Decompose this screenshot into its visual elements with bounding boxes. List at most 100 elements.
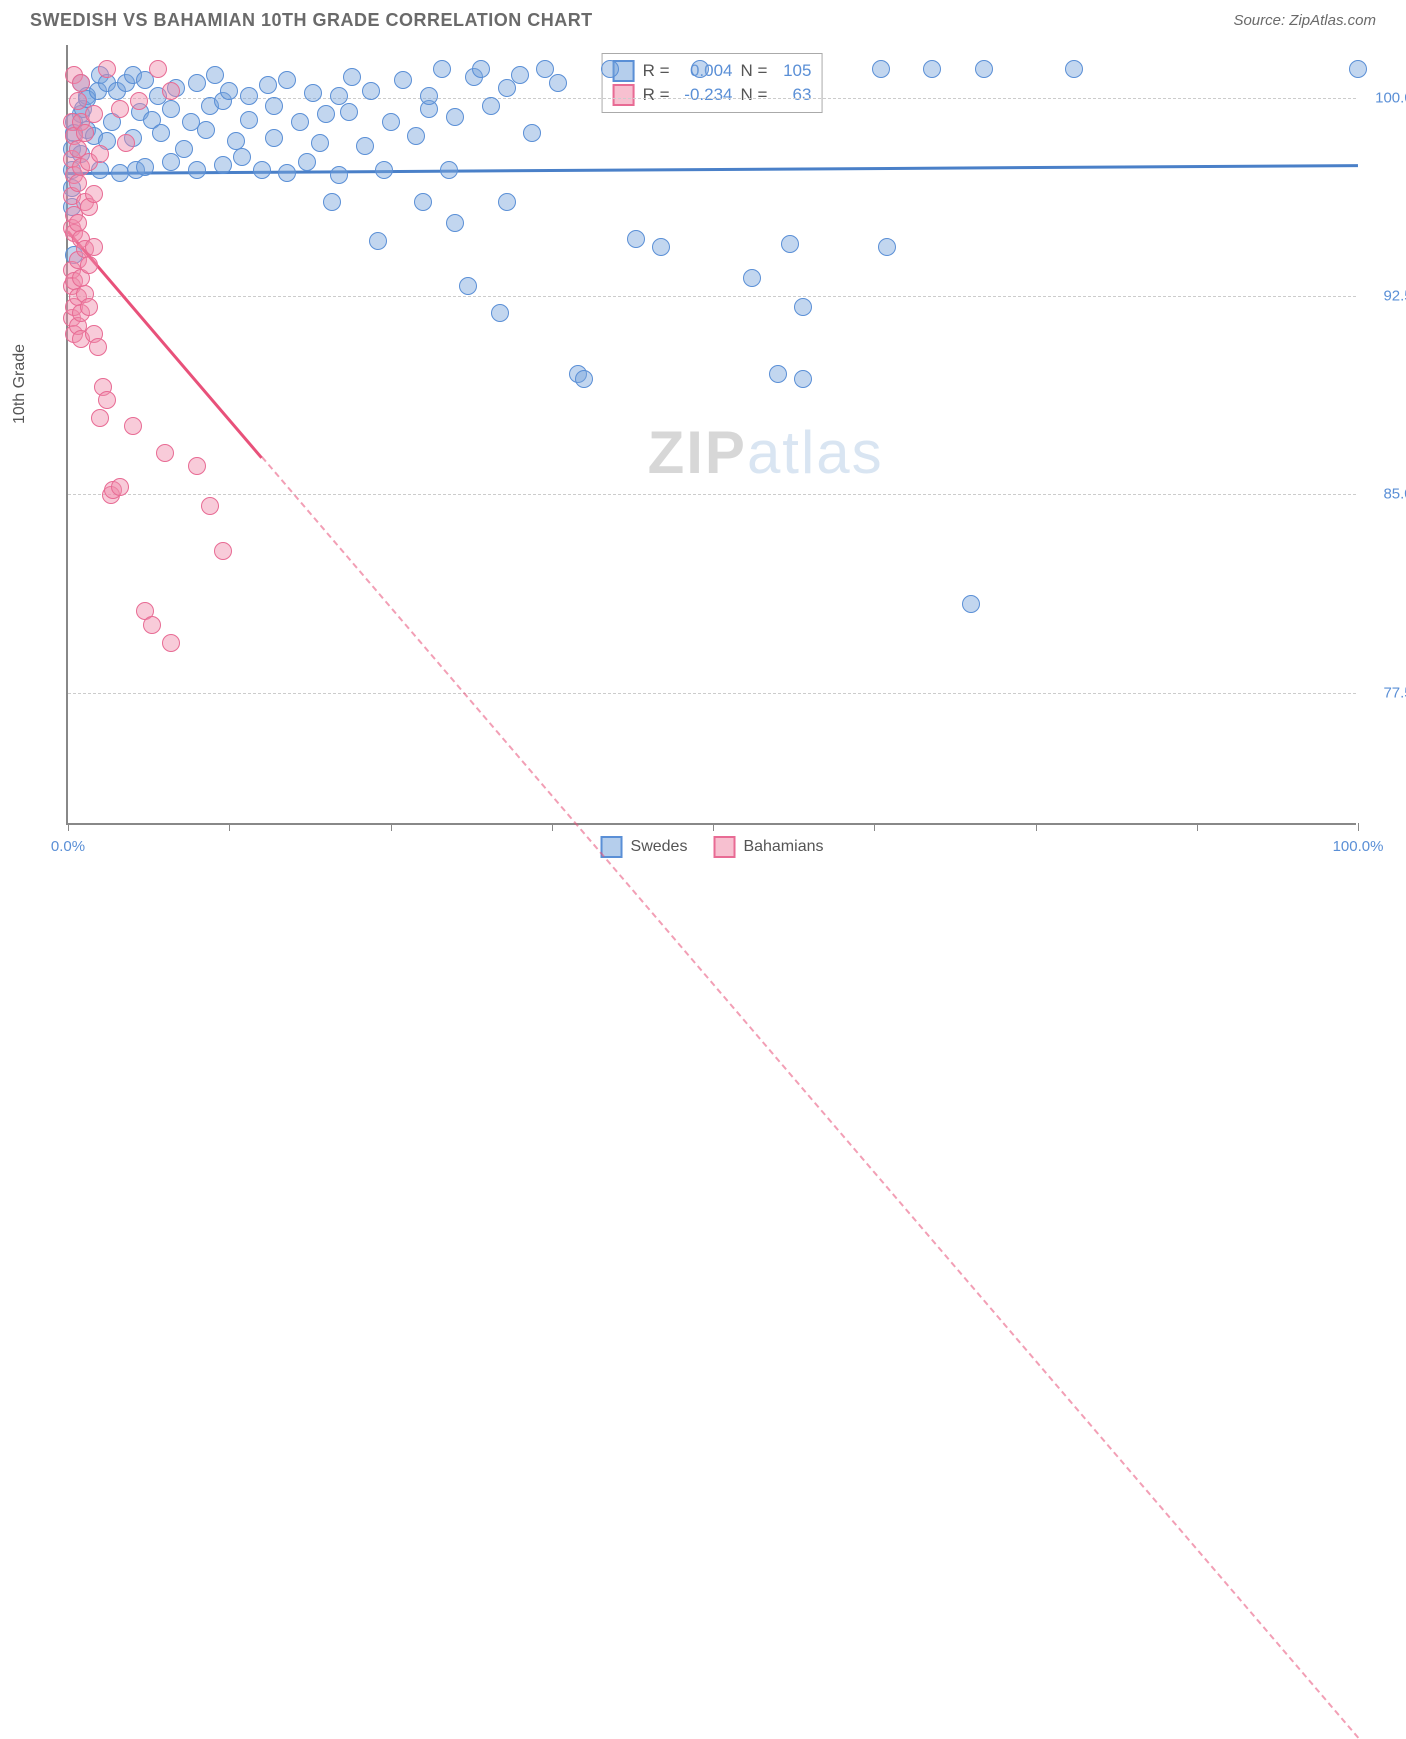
data-point-swedes — [446, 214, 464, 232]
data-point-swedes — [794, 298, 812, 316]
data-point-swedes — [356, 137, 374, 155]
data-point-bahamians — [162, 634, 180, 652]
chart-title: SWEDISH VS BAHAMIAN 10TH GRADE CORRELATI… — [30, 10, 593, 31]
data-point-swedes — [162, 100, 180, 118]
data-point-swedes — [446, 108, 464, 126]
data-point-bahamians — [91, 145, 109, 163]
data-point-bahamians — [124, 417, 142, 435]
data-point-swedes — [291, 113, 309, 131]
stat-n-value: 63 — [775, 85, 811, 105]
data-point-swedes — [240, 111, 258, 129]
legend-swatch — [713, 836, 735, 858]
data-point-bahamians — [85, 105, 103, 123]
y-tick-label: 92.5% — [1366, 288, 1406, 305]
data-point-swedes — [743, 269, 761, 287]
stat-n-label: N = — [741, 61, 768, 81]
data-point-swedes — [382, 113, 400, 131]
data-point-swedes — [111, 164, 129, 182]
data-point-swedes — [330, 166, 348, 184]
data-point-swedes — [575, 370, 593, 388]
x-tick — [713, 823, 714, 831]
data-point-swedes — [794, 370, 812, 388]
data-point-swedes — [482, 97, 500, 115]
y-tick-label: 85.0% — [1366, 486, 1406, 503]
x-tick — [68, 823, 69, 831]
data-point-swedes — [601, 60, 619, 78]
legend-label: Bahamians — [743, 838, 823, 856]
data-point-swedes — [923, 60, 941, 78]
data-point-swedes — [394, 71, 412, 89]
plot-area: ZIPatlas R =0.004N =105R =-0.234N =63 Sw… — [66, 45, 1356, 825]
data-point-swedes — [769, 365, 787, 383]
data-point-bahamians — [214, 542, 232, 560]
data-point-swedes — [278, 71, 296, 89]
y-tick-label: 100.0% — [1366, 89, 1406, 106]
data-point-swedes — [872, 60, 890, 78]
data-point-swedes — [278, 164, 296, 182]
x-tick — [229, 823, 230, 831]
data-point-bahamians — [156, 444, 174, 462]
data-point-bahamians — [98, 391, 116, 409]
data-point-swedes — [414, 193, 432, 211]
data-point-bahamians — [162, 82, 180, 100]
data-point-swedes — [511, 66, 529, 84]
data-point-swedes — [304, 84, 322, 102]
data-point-swedes — [265, 129, 283, 147]
data-point-swedes — [240, 87, 258, 105]
stats-row-swedes: R =0.004N =105 — [613, 60, 812, 82]
legend-item-swedes: Swedes — [601, 836, 688, 858]
data-point-swedes — [253, 161, 271, 179]
data-point-swedes — [197, 121, 215, 139]
x-tick — [391, 823, 392, 831]
data-point-swedes — [652, 238, 670, 256]
data-point-swedes — [498, 193, 516, 211]
stat-n-label: N = — [741, 85, 768, 105]
data-point-bahamians — [149, 60, 167, 78]
stat-r-label: R = — [643, 61, 670, 81]
data-point-swedes — [362, 82, 380, 100]
data-point-swedes — [323, 193, 341, 211]
watermark: ZIPatlas — [648, 418, 884, 487]
stat-r-label: R = — [643, 85, 670, 105]
data-point-bahamians — [69, 92, 87, 110]
x-tick — [874, 823, 875, 831]
legend-bottom: Swedes Bahamians — [601, 836, 824, 858]
data-point-swedes — [1065, 60, 1083, 78]
data-point-bahamians — [98, 60, 116, 78]
data-point-bahamians — [188, 457, 206, 475]
data-point-bahamians — [85, 185, 103, 203]
data-point-swedes — [440, 161, 458, 179]
data-point-bahamians — [80, 298, 98, 316]
x-tick-label: 0.0% — [51, 838, 85, 855]
data-point-swedes — [407, 127, 425, 145]
data-point-swedes — [1349, 60, 1367, 78]
data-point-swedes — [433, 60, 451, 78]
x-tick-label: 100.0% — [1333, 838, 1384, 855]
data-point-bahamians — [76, 124, 94, 142]
gridline-h — [68, 296, 1356, 297]
legend-item-bahamians: Bahamians — [713, 836, 823, 858]
y-tick-label: 77.5% — [1366, 684, 1406, 701]
data-point-swedes — [459, 277, 477, 295]
stat-r-value: -0.234 — [678, 85, 733, 105]
y-axis-label: 10th Grade — [11, 344, 29, 424]
data-point-swedes — [152, 124, 170, 142]
data-point-swedes — [188, 74, 206, 92]
trend-line-dashed-bahamians — [261, 456, 1359, 1738]
source-attribution: Source: ZipAtlas.com — [1233, 12, 1376, 29]
data-point-swedes — [317, 105, 335, 123]
data-point-swedes — [175, 140, 193, 158]
data-point-swedes — [472, 60, 490, 78]
data-point-swedes — [330, 87, 348, 105]
data-point-swedes — [549, 74, 567, 92]
data-point-swedes — [188, 161, 206, 179]
x-tick — [552, 823, 553, 831]
data-point-swedes — [627, 230, 645, 248]
data-point-bahamians — [85, 238, 103, 256]
data-point-swedes — [878, 238, 896, 256]
data-point-swedes — [375, 161, 393, 179]
data-point-bahamians — [91, 409, 109, 427]
legend-swatch — [613, 84, 635, 106]
data-point-swedes — [975, 60, 993, 78]
data-point-swedes — [491, 304, 509, 322]
